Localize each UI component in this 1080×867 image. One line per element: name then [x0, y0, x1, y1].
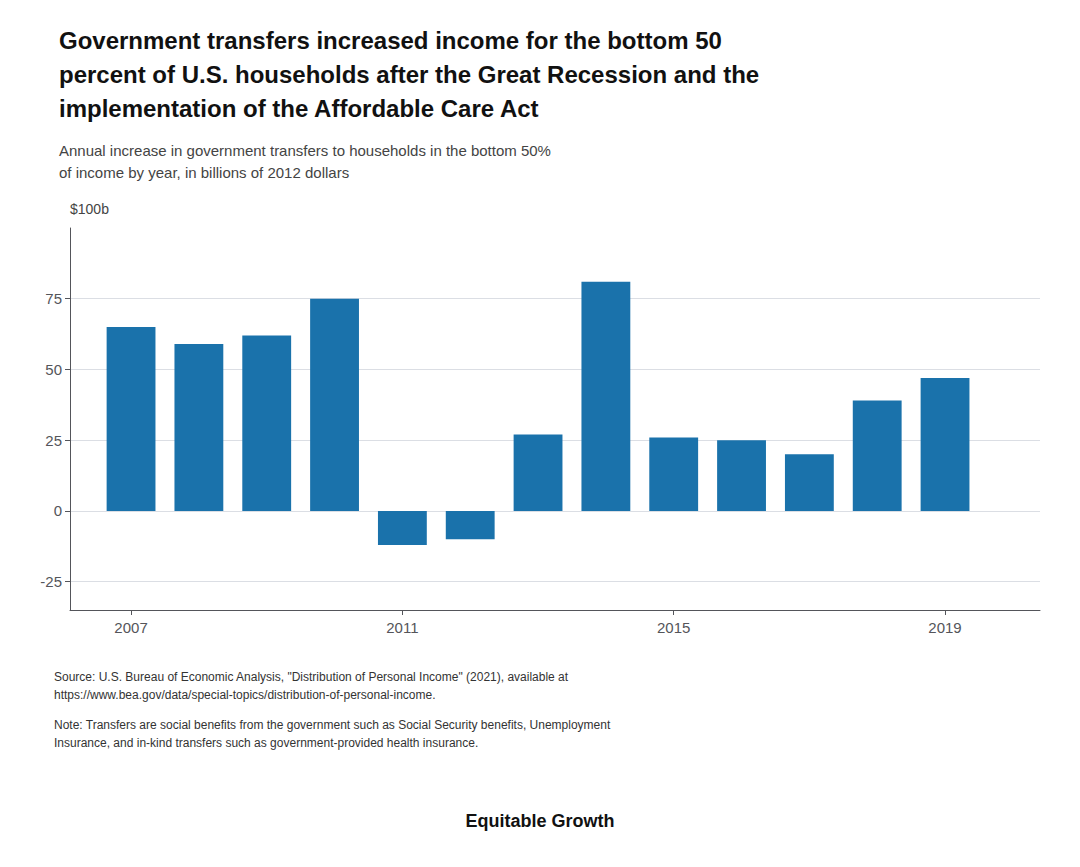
svg-text:https://www.bea.gov/data/speci: https://www.bea.gov/data/special-topics/… [54, 688, 436, 702]
svg-text:Annual increase in government: Annual increase in government transfers … [59, 142, 551, 159]
svg-text:percent of U.S. households aft: percent of U.S. households after the Gre… [59, 61, 759, 88]
svg-text:$100b: $100b [70, 201, 109, 217]
svg-text:of income by year, in billions: of income by year, in billions of 2012 d… [59, 164, 349, 181]
svg-text:Source: U.S. Bureau of Economi: Source: U.S. Bureau of Economic Analysis… [54, 670, 569, 684]
svg-text:0: 0 [54, 502, 62, 519]
svg-text:2007: 2007 [114, 619, 147, 636]
svg-text:50: 50 [45, 361, 62, 378]
svg-text:75: 75 [45, 290, 62, 307]
svg-text:2019: 2019 [928, 619, 961, 636]
svg-text:Government transfers increased: Government transfers increased income fo… [59, 27, 722, 54]
svg-text:Insurance, and in-kind transfe: Insurance, and in-kind transfers such as… [54, 736, 478, 750]
svg-text:Note: Transfers are social ben: Note: Transfers are social benefits from… [54, 718, 611, 732]
svg-text:2015: 2015 [657, 619, 690, 636]
svg-text:Equitable Growth: Equitable Growth [465, 811, 614, 831]
svg-text:25: 25 [45, 432, 62, 449]
svg-text:2011: 2011 [386, 619, 418, 636]
svg-text:-25: -25 [40, 573, 62, 590]
svg-text:implementation of the Affordab: implementation of the Affordable Care Ac… [59, 95, 539, 122]
